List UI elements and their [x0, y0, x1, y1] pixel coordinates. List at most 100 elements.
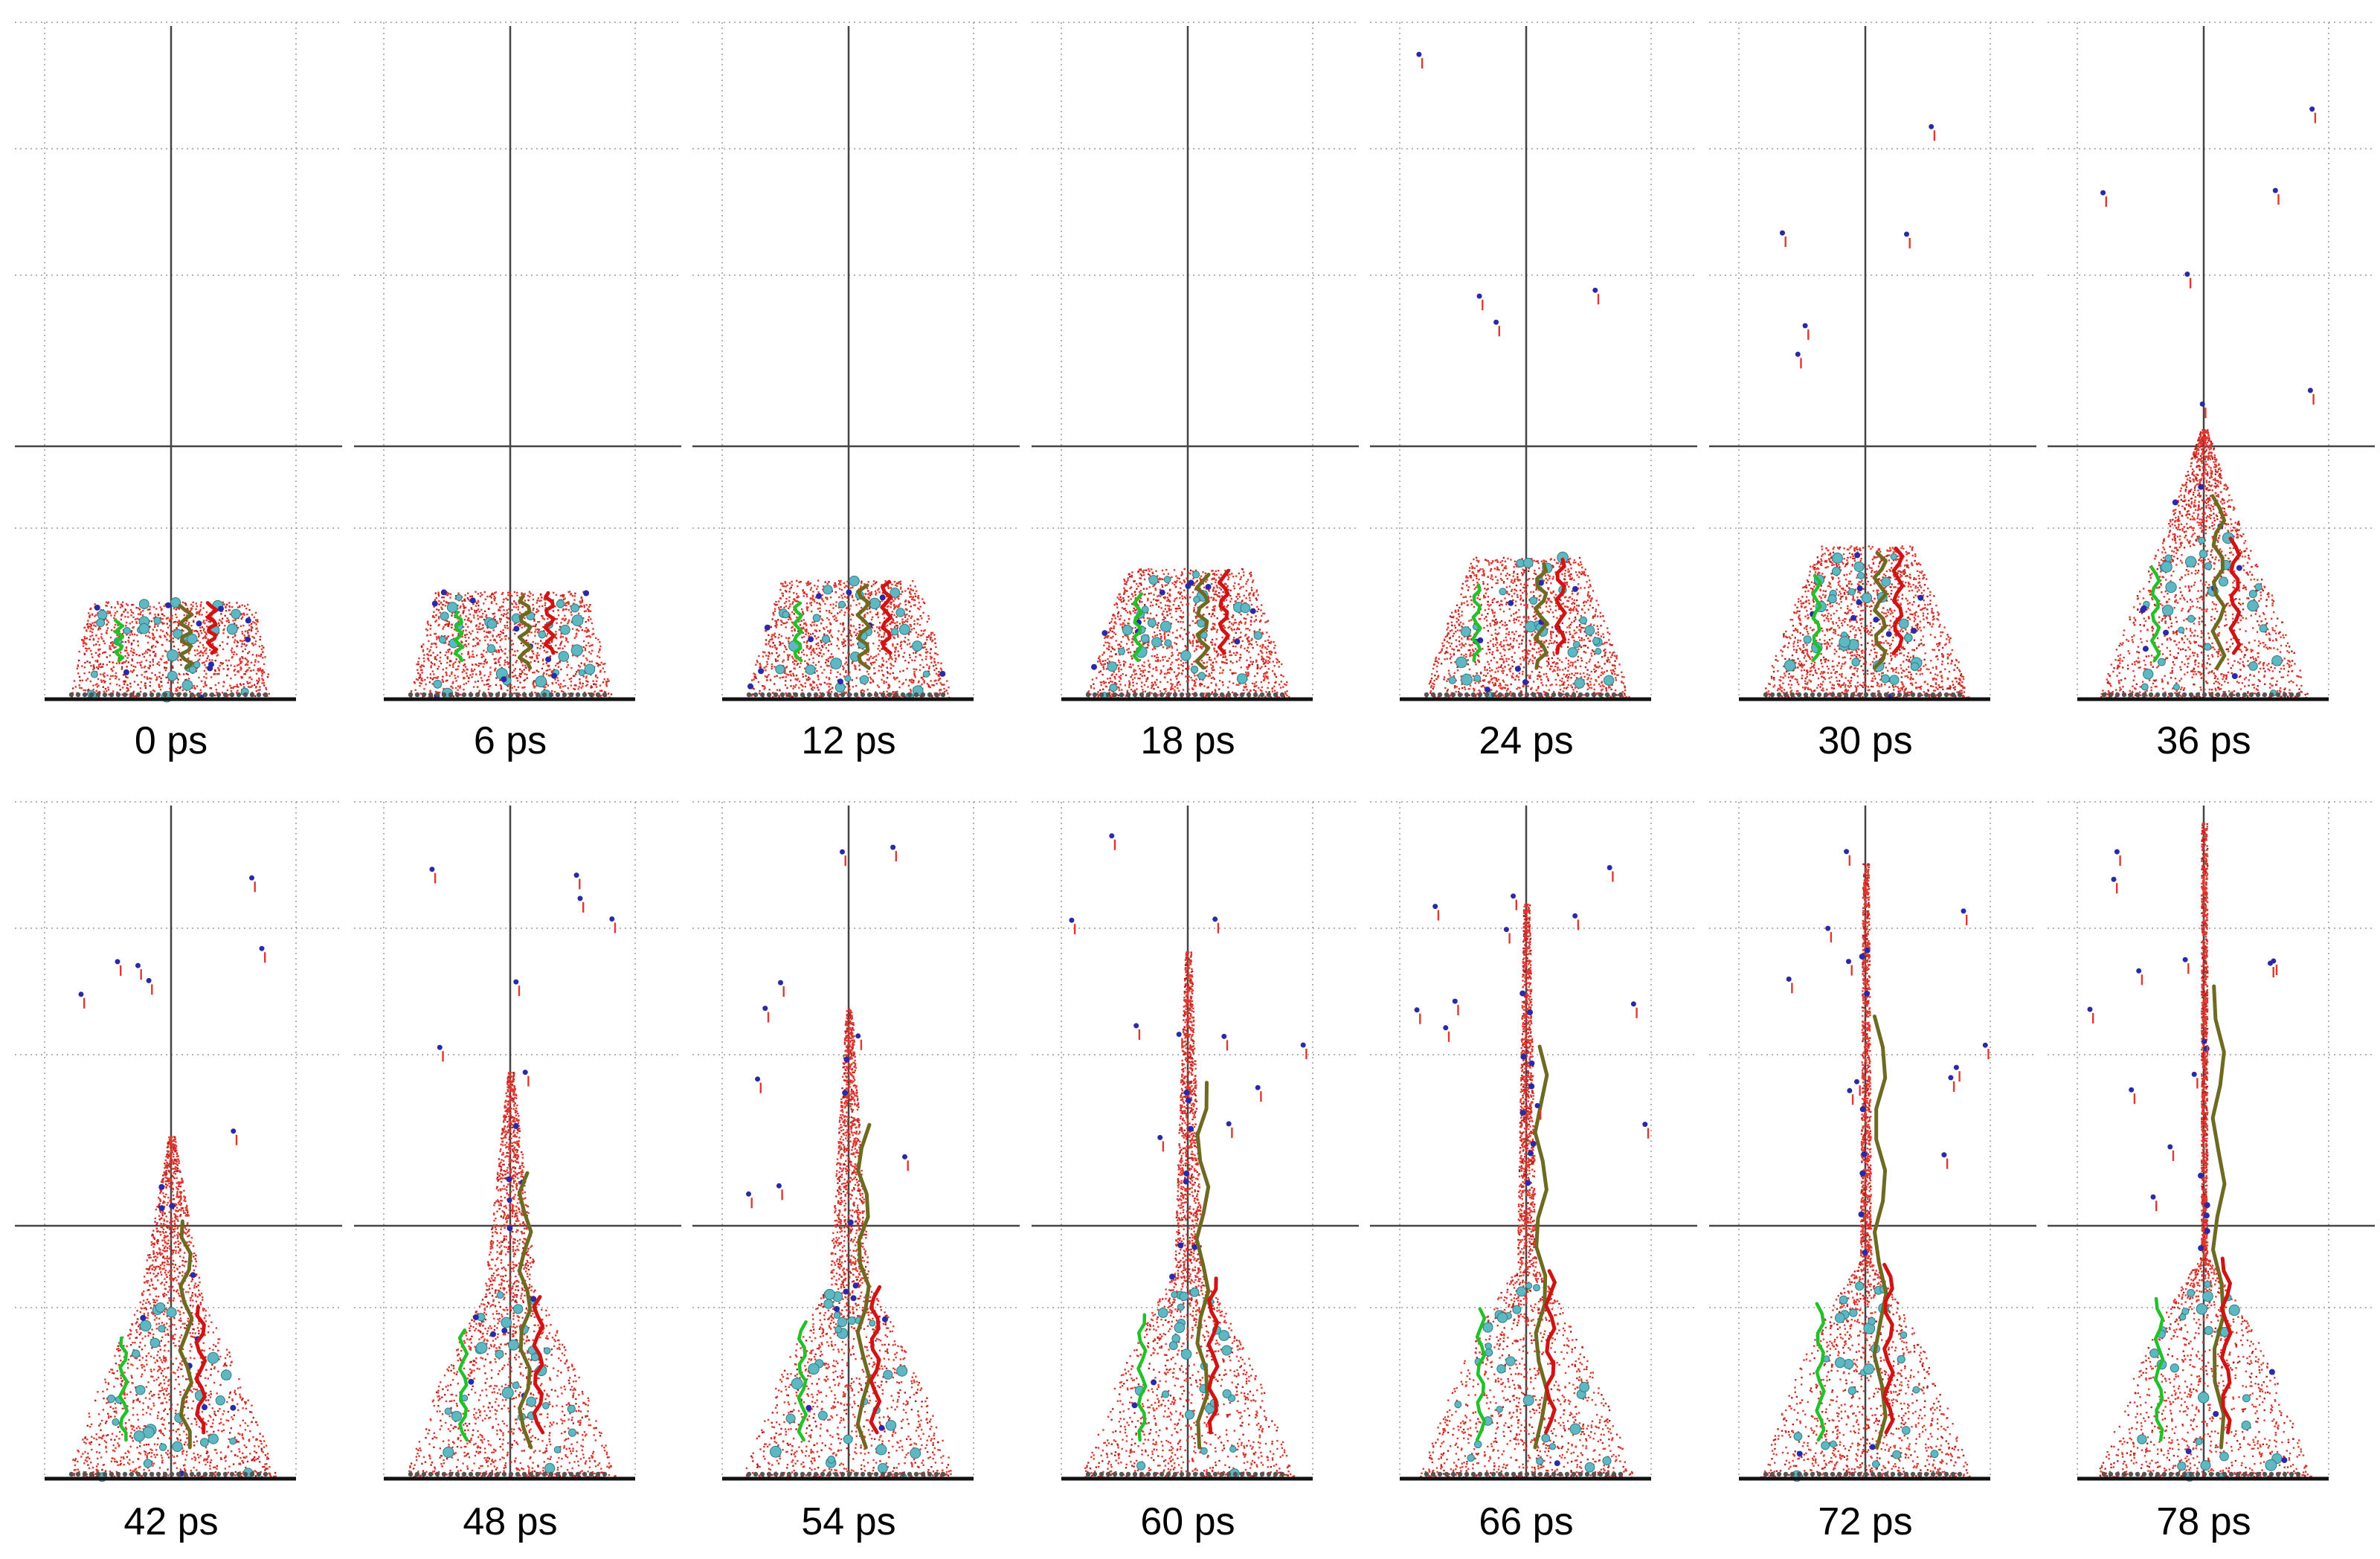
ion-cluster [747, 576, 946, 701]
substrate-atoms [2101, 692, 2301, 698]
time-label: 72 ps [1702, 1499, 2029, 1544]
ejected-fragments [1414, 865, 1650, 1139]
polymer-chains [2149, 494, 2242, 670]
dotted-grid [1032, 801, 1359, 1479]
snapshot-18ps [1032, 22, 1359, 701]
substrate-atoms [1424, 692, 1624, 698]
crosshair-axes [692, 26, 1020, 699]
crosshair-axes [1709, 26, 2036, 699]
substrate-atoms [1085, 1471, 1285, 1477]
snapshot-54ps [692, 801, 1020, 1481]
time-label: 54 ps [685, 1499, 1012, 1544]
ion-cluster [2140, 483, 2283, 697]
time-label: 42 ps [7, 1499, 335, 1544]
polymer-chains [1815, 1015, 1895, 1450]
crosshair-axes [692, 806, 1020, 1479]
substrate-atoms [408, 692, 608, 698]
time-label: 0 ps [7, 719, 335, 763]
dotted-grid [1370, 801, 1697, 1479]
ion-cluster [1448, 551, 1615, 700]
snapshot-0ps [15, 22, 342, 703]
substrate-atoms [746, 1471, 946, 1477]
polymer-chains [797, 1122, 882, 1450]
polymer-chains [1475, 1044, 1557, 1450]
polymer-chains [1811, 546, 1905, 670]
dotted-grid [1709, 801, 2036, 1479]
snapshot-12ps [692, 22, 1020, 701]
time-label: 48 ps [347, 1499, 674, 1544]
dotted-grid [354, 22, 681, 699]
snapshot-24ps [1370, 22, 1697, 701]
snapshot-66ps [1370, 801, 1697, 1481]
ejected-fragments [429, 867, 617, 1215]
substrate-atoms [2101, 1471, 2301, 1477]
substrate-atoms [1424, 1471, 1624, 1477]
time-label: 66 ps [1363, 1499, 1690, 1544]
snapshot-72ps [1709, 801, 2036, 1482]
ejected-fragments [1780, 123, 1936, 369]
substrate-atoms [68, 1471, 268, 1477]
polymer-chains [457, 1171, 545, 1450]
dotted-grid [2048, 22, 2375, 699]
dotted-grid [15, 22, 342, 699]
ejected-fragments [1416, 51, 1600, 337]
water-droplet [1765, 545, 1970, 700]
dotted-grid [1709, 22, 2036, 699]
time-label: 24 ps [1363, 719, 1690, 763]
time-label: 18 ps [1024, 719, 1351, 763]
snapshot-6ps [354, 22, 681, 701]
substrate-atoms [1763, 1471, 1963, 1477]
water-droplet [744, 1007, 955, 1479]
crosshair-axes [354, 26, 681, 699]
time-label: 78 ps [2040, 1499, 2367, 1544]
water-droplet [749, 579, 951, 700]
time-label: 6 ps [347, 719, 674, 763]
crosshair-axes [2048, 806, 2375, 1479]
crosshair-axes [1709, 806, 2036, 1479]
snapshot-30ps [1709, 22, 2036, 701]
water-droplet [1084, 951, 1296, 1479]
ejected-fragments [746, 844, 909, 1209]
dotted-grid [354, 801, 681, 1479]
ion-cluster [86, 597, 251, 703]
ion-cluster [770, 1056, 922, 1480]
ejected-fragments [78, 875, 266, 1145]
polymer-chains [1132, 568, 1230, 670]
dotted-grid [15, 801, 342, 1479]
ejected-fragments [2100, 106, 2317, 419]
crosshair-axes [15, 26, 342, 699]
time-label: 36 ps [2040, 719, 2367, 763]
water-droplet [2098, 823, 2312, 1479]
polymer-chains [1136, 1081, 1220, 1450]
ejected-fragments [1786, 849, 1990, 1169]
water-droplet [72, 1136, 277, 1479]
snapshot-36ps [2048, 22, 2375, 701]
polymer-chains [1471, 557, 1567, 670]
polymer-chains [118, 1219, 208, 1450]
polymer-chains [453, 591, 556, 670]
crosshair-axes [2048, 26, 2375, 699]
water-droplet [71, 601, 270, 700]
dotted-grid [2048, 801, 2375, 1479]
polymer-chains [792, 579, 893, 670]
ion-cluster [1454, 990, 1612, 1473]
substrate-atoms [1763, 692, 1963, 698]
snapshot-60ps [1032, 801, 1359, 1481]
polymer-chains [2153, 984, 2233, 1450]
time-label: 12 ps [685, 719, 1012, 763]
dotted-grid [1370, 22, 1697, 699]
water-droplet [408, 1071, 617, 1479]
ion-cluster [1784, 552, 1924, 699]
time-label: 60 ps [1024, 1499, 1351, 1544]
dotted-grid [692, 22, 1020, 699]
crosshair-axes [1370, 26, 1697, 699]
ion-cluster [1791, 947, 1939, 1482]
polymer-chains [113, 601, 219, 670]
substrate-atoms [408, 1471, 608, 1477]
snapshot-48ps [354, 801, 681, 1481]
ejected-fragments [1069, 833, 1308, 1152]
ejected-fragments [2087, 849, 2278, 1212]
substrate-atoms [1085, 692, 1285, 698]
substrate-atoms [746, 692, 946, 698]
